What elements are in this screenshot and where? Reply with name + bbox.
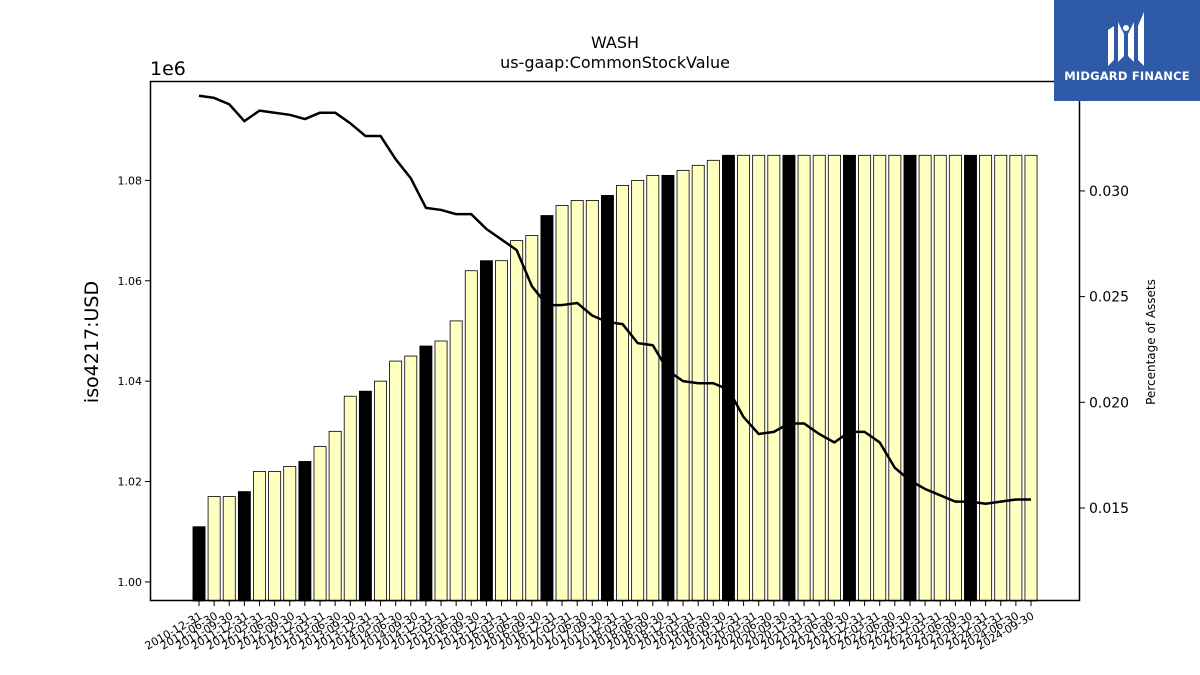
bar xyxy=(253,471,266,602)
midgard-finance-logo: MIDGARD FINANCE xyxy=(1054,0,1200,101)
bar xyxy=(419,345,433,602)
y-ticks-left: 1.00 1.02 1.04 1.06 1.08 xyxy=(118,174,150,589)
bars-group xyxy=(192,154,1038,602)
bar xyxy=(464,270,478,602)
y-ticks-right: 0.015 0.020 0.025 0.030 xyxy=(1080,184,1129,517)
bar xyxy=(646,174,660,602)
bar xyxy=(722,154,735,602)
plot-frame xyxy=(149,80,1081,602)
y-multiplier-label: 1e6 xyxy=(150,58,186,80)
bar xyxy=(207,496,221,602)
bar xyxy=(797,154,811,602)
bar xyxy=(404,355,418,602)
line-group xyxy=(198,94,1031,506)
x-ticks: 2010-12-312011-06-302011-09-302011-12-31… xyxy=(143,601,1037,653)
y-tick-label: 1.04 xyxy=(118,375,143,388)
bar xyxy=(495,260,508,602)
logo-text: MIDGARD FINANCE xyxy=(1064,69,1190,83)
bar xyxy=(222,496,236,602)
bar xyxy=(328,430,342,602)
bar xyxy=(555,205,569,602)
bar xyxy=(903,154,917,602)
y-tick-label: 1.08 xyxy=(118,174,143,187)
bar xyxy=(812,154,826,602)
bar xyxy=(1024,154,1038,602)
bar xyxy=(479,260,493,602)
bar xyxy=(510,240,524,602)
bar xyxy=(843,154,856,602)
y-tick-label: 1.00 xyxy=(118,576,143,589)
bar xyxy=(873,154,887,602)
y-axis-right-label: Percentage of Assets xyxy=(1144,279,1158,405)
bar xyxy=(948,154,962,602)
bar xyxy=(737,154,751,602)
bar xyxy=(767,154,781,602)
bar xyxy=(343,395,357,602)
y-right-tick-label: 0.030 xyxy=(1089,184,1129,200)
y-tick-label: 1.06 xyxy=(118,275,143,288)
bar xyxy=(827,154,841,602)
bar xyxy=(540,215,554,602)
bar xyxy=(661,174,675,602)
y-tick-label: 1.02 xyxy=(118,476,143,489)
bar xyxy=(994,154,1008,602)
bar xyxy=(933,154,947,602)
bar xyxy=(570,200,584,602)
bar xyxy=(237,491,251,602)
y-axis-label: iso4217:USD xyxy=(81,281,103,403)
bar xyxy=(858,154,872,602)
bar xyxy=(706,159,720,602)
bar xyxy=(389,360,403,602)
bar xyxy=(268,471,282,602)
bar xyxy=(964,154,977,602)
bar xyxy=(631,179,645,602)
chart-title: WASH xyxy=(591,33,639,52)
bar xyxy=(449,320,463,602)
bar xyxy=(283,466,297,602)
bar xyxy=(979,154,993,602)
bar xyxy=(434,340,448,602)
bar xyxy=(918,154,932,602)
y-right-tick-label: 0.020 xyxy=(1089,395,1129,411)
chart-subtitle: us-gaap:CommonStockValue xyxy=(500,53,730,72)
bar xyxy=(313,446,327,602)
percentage-line xyxy=(198,94,1031,506)
bar xyxy=(298,461,312,602)
bar xyxy=(676,169,690,602)
midgard-logo-icon xyxy=(1108,12,1144,66)
bar xyxy=(616,184,630,602)
y-right-tick-label: 0.025 xyxy=(1089,290,1129,306)
bar xyxy=(358,390,372,602)
bar xyxy=(752,154,766,602)
bar xyxy=(585,200,599,602)
bar xyxy=(374,380,387,602)
bar xyxy=(1009,154,1023,602)
bar xyxy=(192,526,206,602)
y-right-tick-label: 0.015 xyxy=(1089,501,1129,517)
bar xyxy=(782,154,796,602)
bar xyxy=(600,195,614,602)
bar xyxy=(888,154,902,602)
